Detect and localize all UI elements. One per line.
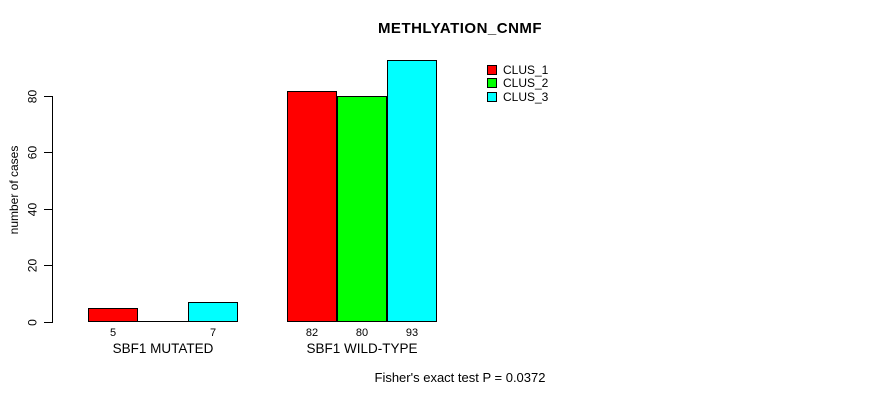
legend-swatch-clus_2 — [487, 78, 497, 89]
y-axis-tick — [44, 152, 52, 154]
y-axis-tick-label: 20 — [25, 258, 40, 273]
bar-clus_2-2 — [337, 96, 387, 322]
y-axis-line — [52, 96, 53, 323]
bar-clus_3-1 — [188, 302, 238, 322]
legend-label: CLUS_2 — [503, 76, 549, 91]
bar-clus_1-1 — [88, 308, 138, 322]
bar-value-label: 82 — [305, 327, 319, 339]
footer-note: Fisher's exact test P = 0.0372 — [374, 370, 546, 385]
legend: CLUS_1 CLUS_2 CLUS_3 — [487, 63, 548, 104]
y-axis-tick — [44, 95, 52, 97]
group-baseline — [88, 321, 238, 322]
y-axis-tick-label: 40 — [25, 202, 40, 216]
category-label: SBF1 MUTATED — [112, 341, 214, 356]
bar-value-label: 7 — [209, 327, 217, 339]
y-axis-tick — [44, 321, 52, 323]
y-axis-title: number of cases — [7, 145, 21, 235]
bar-clus_1-2 — [287, 91, 337, 322]
category-label: SBF1 WILD-TYPE — [306, 341, 418, 356]
legend-item: CLUS_2 — [487, 77, 548, 91]
bar-clus_3-2 — [387, 60, 437, 322]
y-axis-tick — [44, 265, 52, 267]
bar-value-label: 5 — [109, 327, 117, 339]
legend-item: CLUS_3 — [487, 90, 548, 104]
chart-title: METHLYATION_CNMF — [377, 20, 543, 37]
legend-swatch-clus_3 — [487, 91, 497, 102]
legend-label: CLUS_1 — [503, 62, 549, 77]
y-axis-tick — [44, 208, 52, 210]
bar-value-label: 80 — [355, 327, 369, 339]
y-axis-tick-label: 80 — [25, 89, 40, 104]
legend-item: CLUS_1 — [487, 63, 548, 77]
y-axis-tick-label: 60 — [25, 146, 40, 160]
legend-label: CLUS_3 — [503, 89, 549, 104]
legend-swatch-clus_1 — [487, 64, 497, 75]
bar-value-label: 93 — [405, 327, 419, 339]
y-axis-tick-label: 0 — [25, 318, 40, 326]
